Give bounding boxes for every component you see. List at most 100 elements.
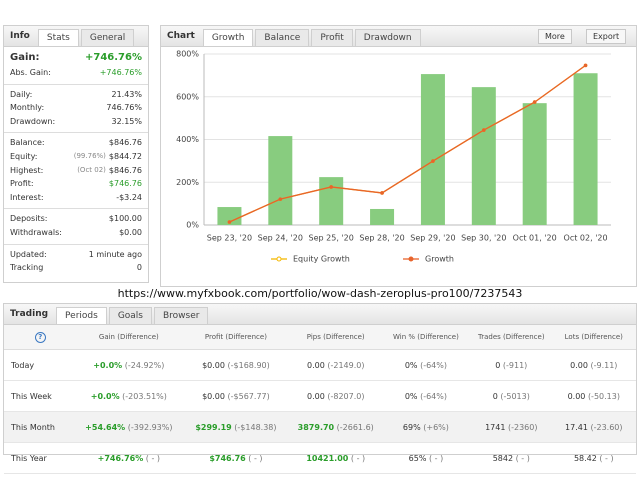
- column-header: Profit (Difference): [181, 325, 291, 350]
- cell-diff: (-2149.0): [327, 360, 365, 370]
- cell-diff: (-2661.6): [336, 422, 374, 432]
- cell-diff: ( - ): [515, 453, 530, 463]
- info-group: Daily: 21.43% Monthly: 746.76% Drawdown: 32.1…: [4, 85, 148, 134]
- info-value: 21.43%: [111, 89, 142, 99]
- tab[interactable]: Goals: [108, 307, 152, 324]
- x-tick-label: Oct 01, '20: [513, 234, 557, 243]
- tab[interactable]: Stats: [37, 29, 79, 46]
- tab[interactable]: Growth: [202, 29, 254, 46]
- info-label: Deposits:: [10, 214, 48, 224]
- x-tick-label: Sep 29, '20: [410, 234, 455, 243]
- cell: 3879.70 (-2661.6): [290, 411, 381, 443]
- chart-tabs: Chart Growth Balance Profit Drawdown: [161, 26, 636, 47]
- url-text: https://www.myfxbook.com/portfolio/wow-d…: [117, 287, 523, 300]
- point: [583, 63, 588, 68]
- bar: [319, 177, 344, 225]
- header-cell: ?: [4, 325, 77, 350]
- cell: 0 (-911): [471, 349, 552, 381]
- info-label: Abs. Gain:: [10, 68, 51, 77]
- button[interactable]: More: [538, 29, 572, 44]
- cell-diff: (-2360): [507, 422, 538, 432]
- point: [431, 159, 435, 163]
- tab[interactable]: Balance: [255, 29, 310, 46]
- info-row: Equity: (99.76%) $844.72: [10, 150, 142, 164]
- cell-diff: ( - ): [350, 453, 366, 463]
- cell-value: 3879.70: [297, 422, 335, 432]
- info-label: Monthly:: [10, 103, 45, 113]
- info-group: Balance: $846.76 Equity: (99.76%) $844.72 Hig…: [4, 133, 148, 210]
- table-row: This Year +746.76% ( - ) $746.76 ( - ) 1042…: [4, 442, 636, 474]
- cell: 0 (-5013): [471, 380, 552, 412]
- column-header: Win % (Difference): [380, 325, 471, 350]
- cell: +0.0% (-203.51%): [76, 380, 182, 412]
- cell-diff: ( - ): [428, 453, 444, 463]
- cell: 69% (+6%): [380, 411, 471, 443]
- cell: 0.00 (-50.13): [551, 380, 636, 412]
- info-label: Updated:: [10, 249, 47, 259]
- info-label: Balance:: [10, 138, 45, 148]
- cell-value: 65%: [408, 453, 427, 463]
- cell-value: 10421.00: [306, 453, 349, 463]
- header-row: ? Gain (Difference) Profit (Difference) Pip…: [4, 325, 636, 350]
- tab[interactable]: Periods: [56, 307, 107, 324]
- info-value: $100.00: [108, 214, 142, 224]
- x-tick-label: Sep 28, '20: [359, 234, 404, 243]
- cell: 0.00 (-2149.0): [290, 349, 381, 381]
- info-value: 746.76%: [106, 103, 142, 113]
- cell-value: 1741: [485, 422, 506, 432]
- column-header: Gain (Difference): [76, 325, 182, 350]
- bar: [471, 87, 496, 225]
- info-label: Tracking: [10, 263, 44, 273]
- info-label: Interest:: [10, 192, 44, 202]
- cell-diff: (-5013): [500, 391, 530, 401]
- info-label: Gain:: [10, 52, 40, 63]
- info-row: Abs. Gain: +746.76%: [10, 66, 142, 80]
- info-group: Updated: 1 minute ago Tracking 0: [4, 245, 148, 279]
- cell-diff: ( - ): [599, 453, 614, 463]
- tab[interactable]: Drawdown: [354, 29, 421, 46]
- panel-title: Chart: [167, 31, 195, 41]
- cell-diff: (-64%): [420, 391, 447, 401]
- x-tick-label: Sep 24, '20: [258, 234, 303, 243]
- info-label: Equity:: [10, 151, 38, 161]
- info-panel: Info Stats General Gain: +746.76% Abs. Gain:…: [3, 25, 149, 283]
- point: [227, 220, 232, 224]
- cell-diff: (-911): [502, 360, 528, 370]
- info-value: $846.76: [108, 138, 142, 148]
- x-tick-label: Sep 25, '20: [309, 234, 354, 243]
- cell-value: $746.76: [209, 453, 246, 463]
- cell-diff: (-24.92%): [124, 360, 165, 370]
- cell-diff: (+6%): [423, 422, 449, 432]
- cell: +0.0% (-24.92%): [76, 349, 182, 381]
- info-value: -$3.24: [116, 192, 142, 202]
- tab[interactable]: Profit: [311, 29, 353, 46]
- cell-value: 58.42: [573, 453, 597, 463]
- bar: [420, 74, 445, 225]
- tab[interactable]: General: [80, 29, 135, 46]
- button[interactable]: Export: [586, 29, 627, 44]
- trading-tabs: Trading Periods Goals Browser: [4, 304, 636, 325]
- chart-panel: Chart Growth Balance Profit Drawdown 0% 200% 4…: [160, 25, 637, 287]
- cell: +54.64% (-392.93%): [76, 411, 182, 443]
- cell-value: 0%: [404, 391, 418, 401]
- info-value: +746.76%: [99, 68, 142, 77]
- info-label: Daily:: [10, 89, 33, 99]
- cell-diff: (-8207.0): [327, 391, 365, 401]
- cell-value: $0.00: [202, 360, 225, 370]
- cell-value: +0.0%: [90, 391, 120, 401]
- cell-diff: (-$148.38): [234, 422, 277, 432]
- cell: 1741 (-2360): [471, 411, 552, 443]
- column-header: Lots (Difference): [551, 325, 636, 350]
- info-row: Withdrawals: $0.00: [10, 226, 142, 240]
- info-value: 1 minute ago: [88, 249, 142, 259]
- y-tick-label: 0%: [186, 221, 199, 230]
- trading-table: ? Gain (Difference) Profit (Difference) Pip…: [4, 325, 636, 474]
- cell-value: 0.00: [306, 360, 325, 370]
- bar: [217, 207, 242, 225]
- info-value: 32.15%: [111, 116, 142, 126]
- tab[interactable]: Browser: [154, 307, 209, 324]
- column-header: Pips (Difference): [290, 325, 381, 350]
- info-value: $844.72: [108, 151, 142, 161]
- table-row: This Month +54.64% (-392.93%) $299.19 (-$1…: [4, 411, 636, 443]
- trading-panel: Trading Periods Goals Browser ? Gain (Differ…: [3, 303, 637, 474]
